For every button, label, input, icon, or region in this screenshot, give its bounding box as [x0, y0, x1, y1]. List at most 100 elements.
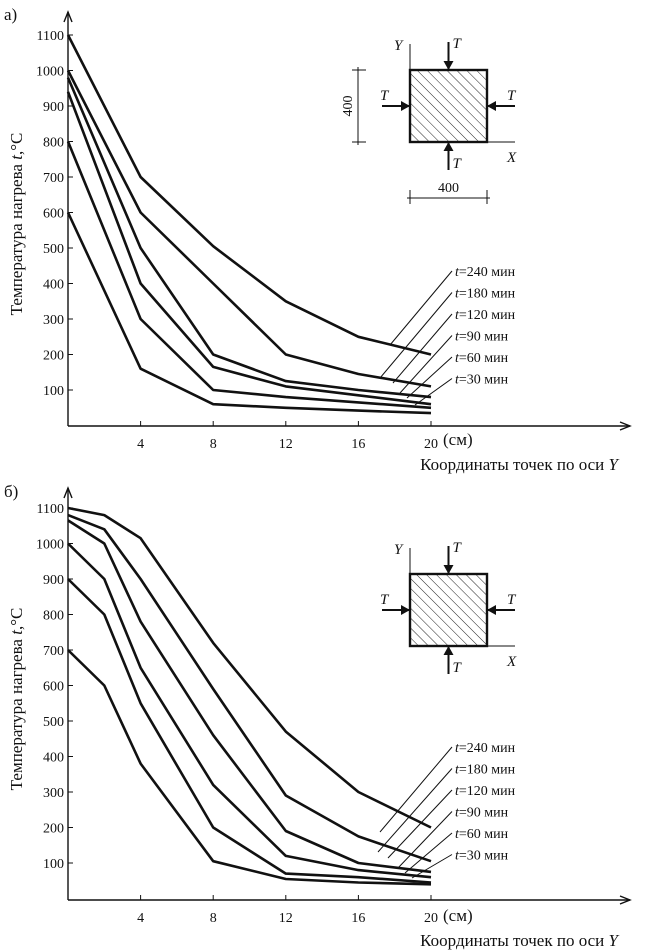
y-tick-label: 500: [43, 715, 64, 730]
heat-arrowhead: [443, 142, 454, 151]
chart-a: 100 200 300 400 500 600 700 800 900 1000 1100 4 8 12 1…: [4, 5, 632, 474]
section-diagram: Y X T T T T 400 400: [341, 36, 517, 204]
series-line-2: [66, 77, 432, 399]
section-square: [408, 572, 489, 648]
y-tick-label: 300: [43, 313, 64, 328]
y-tick-label: 500: [43, 242, 64, 257]
legend-entry: t=60 мин: [455, 351, 509, 366]
series-line-3: [66, 91, 432, 406]
heat-label-bottom: T: [453, 660, 463, 676]
x-axis-arrow: [619, 421, 632, 431]
legend-entry: t=240 мин: [455, 265, 516, 280]
x-axis-label: Координаты точек по оси Y: [420, 455, 619, 474]
y-tick-label: 200: [43, 349, 64, 364]
panel-label: б): [4, 482, 18, 501]
legend-leader: [414, 378, 453, 406]
y-tick-label: 200: [43, 822, 64, 837]
y-tick-label: 800: [43, 609, 64, 624]
heat-arrowhead: [401, 605, 410, 615]
y-tick-label: 700: [43, 644, 64, 659]
x-tick-label: 4: [137, 437, 144, 452]
legend-leader: [406, 356, 453, 399]
heat-arrowhead: [487, 101, 496, 111]
y-tick-label: 600: [43, 207, 64, 222]
x-tick-label: 16: [351, 437, 365, 452]
inset-x-label: X: [506, 150, 517, 166]
y-tick-label: 900: [43, 573, 64, 588]
x-tick-label: 12: [279, 911, 293, 926]
heat-label-right: T: [507, 592, 517, 608]
y-axis-arrow: [63, 486, 73, 499]
legend-entry: t=120 мин: [455, 308, 516, 323]
legend-entry: t=30 мин: [455, 373, 509, 388]
heat-label-bottom: T: [453, 156, 463, 172]
y-tick-label: 900: [43, 100, 64, 115]
dim-label-vertical: 400: [341, 96, 356, 117]
inset-x-label: X: [506, 654, 517, 670]
x-tick-label: 4: [137, 911, 144, 926]
legend-entry: t=240 мин: [455, 741, 516, 756]
heat-arrowhead: [443, 565, 454, 574]
inset-y-label: Y: [394, 38, 404, 54]
x-unit-label: (см): [443, 906, 473, 925]
y-tick-label: 100: [43, 857, 64, 872]
y-tick-label: 1100: [37, 29, 64, 44]
x-tick-label: 8: [210, 911, 217, 926]
x-axis-label: Координаты точек по оси Y: [420, 931, 619, 950]
y-tick-label: 800: [43, 136, 64, 151]
heat-label-left: T: [380, 592, 390, 608]
heat-label-right: T: [507, 88, 517, 104]
y-tick-label: 1000: [36, 538, 64, 553]
y-tick-label: 400: [43, 751, 64, 766]
legend-leader: [397, 811, 453, 869]
y-axis-label: Температура нагрева t,°C: [7, 133, 26, 316]
legend-entry: t=90 мин: [455, 806, 509, 821]
legend-leader: [387, 789, 453, 859]
x-axis-arrow: [619, 895, 632, 905]
y-tick-label: 100: [43, 384, 64, 399]
series-line-0: [66, 34, 432, 356]
section-diagram: Y X T T T T: [380, 540, 517, 676]
series-line-4: [67, 578, 432, 884]
series-line-2: [67, 519, 432, 874]
x-unit-label: (см): [443, 430, 473, 449]
series-line-1: [67, 513, 432, 863]
inset-y-label: Y: [394, 542, 404, 558]
heat-label-top: T: [453, 540, 463, 556]
y-axis-label: Температура нагрева t,°C: [7, 608, 26, 791]
x-tick-label: 12: [279, 437, 293, 452]
y-tick-label: 700: [43, 171, 64, 186]
series-line-0: [67, 506, 432, 829]
panel-label: а): [4, 5, 17, 24]
x-tick-label: 20: [424, 911, 438, 926]
y-tick-label: 1000: [36, 65, 64, 80]
y-tick-label: 1100: [37, 502, 64, 517]
legend-leader: [379, 746, 453, 833]
series-line-4: [66, 141, 432, 410]
heat-label-top: T: [453, 36, 463, 52]
legend-leader: [404, 832, 453, 874]
y-axis-arrow: [63, 10, 73, 23]
legend-entry: t=180 мин: [455, 287, 516, 302]
legend-entry: t=180 мин: [455, 763, 516, 778]
legend-leader: [377, 768, 453, 853]
legend-entry: t=120 мин: [455, 784, 516, 799]
dim-label-horizontal: 400: [438, 181, 459, 196]
heat-arrowhead: [487, 605, 496, 615]
heat-arrowhead: [401, 101, 410, 111]
series-line-5: [66, 211, 432, 415]
heat-arrowhead: [443, 61, 454, 70]
x-tick-label: 8: [210, 437, 217, 452]
chart-b: 100 200 300 400 500 600 700 800 900 1000 1100 4 8 12 1…: [4, 482, 632, 950]
legend-entry: t=30 мин: [455, 849, 509, 864]
heat-arrowhead: [443, 646, 454, 655]
legend-entry: t=90 мин: [455, 330, 509, 345]
x-tick-label: 20: [424, 437, 438, 452]
y-tick-label: 300: [43, 786, 64, 801]
legend-leader: [389, 270, 453, 346]
y-tick-label: 600: [43, 680, 64, 695]
legend-leader: [399, 335, 453, 394]
heat-label-left: T: [380, 88, 390, 104]
legend-entry: t=60 мин: [455, 827, 509, 842]
